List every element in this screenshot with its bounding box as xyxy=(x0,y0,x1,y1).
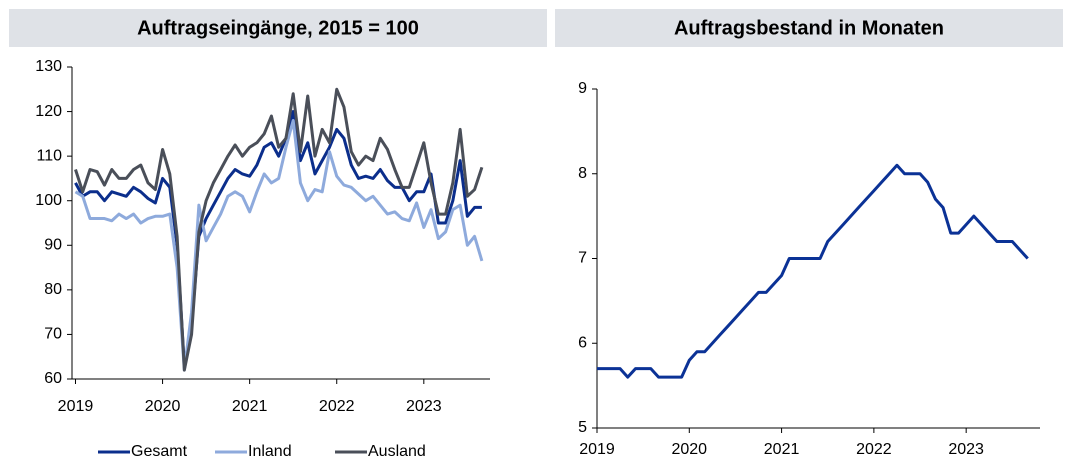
series-line xyxy=(74,87,484,372)
legend-label: Ausland xyxy=(368,443,426,460)
legend-label: Gesamt xyxy=(131,443,188,460)
x-tick-label: 2019 xyxy=(579,441,615,458)
y-tick-label: 130 xyxy=(35,58,62,75)
y-tick-label: 9 xyxy=(578,80,587,97)
series-line xyxy=(74,118,484,372)
y-tick-label: 60 xyxy=(44,370,62,387)
chart-title: Auftragseingänge, 2015 = 100 xyxy=(137,17,419,39)
x-tick-label: 2020 xyxy=(671,441,707,458)
x-tick-label: 2022 xyxy=(319,398,355,415)
title-bar xyxy=(9,9,547,47)
series-line xyxy=(74,110,482,368)
y-tick-label: 120 xyxy=(35,103,62,120)
x-tick-label: 2023 xyxy=(406,398,442,415)
x-tick-label: 2020 xyxy=(145,398,181,415)
y-tick-label: 8 xyxy=(578,165,587,182)
x-tick-label: 2021 xyxy=(764,441,800,458)
x-tick-label: 2019 xyxy=(58,398,94,415)
y-tick-label: 110 xyxy=(36,147,62,164)
y-tick-label: 7 xyxy=(578,250,587,267)
x-tick-label: 2021 xyxy=(232,398,268,415)
y-tick-label: 5 xyxy=(578,419,587,436)
x-tick-label: 2023 xyxy=(948,441,984,458)
chart-title: Auftragsbestand in Monaten xyxy=(674,17,944,39)
title-bar xyxy=(555,9,1063,47)
x-tick-label: 2022 xyxy=(856,441,892,458)
y-tick-label: 70 xyxy=(44,326,62,343)
legend-label: Inland xyxy=(248,443,292,460)
y-tick-label: 80 xyxy=(44,281,62,298)
y-tick-label: 90 xyxy=(44,237,62,254)
series-line xyxy=(597,163,1029,379)
y-tick-label: 100 xyxy=(35,192,62,209)
y-tick-label: 6 xyxy=(578,334,587,351)
